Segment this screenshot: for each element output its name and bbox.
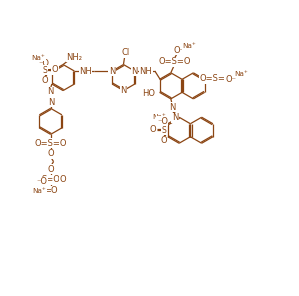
Text: Na⁺: Na⁺ <box>152 114 166 120</box>
Text: ⁻O: ⁻O <box>157 117 168 126</box>
Text: ⁻O: ⁻O <box>39 59 50 68</box>
Text: N: N <box>48 98 54 107</box>
Text: S: S <box>43 66 48 75</box>
Text: S: S <box>161 126 166 135</box>
Text: O: O <box>59 176 66 184</box>
Text: O: O <box>51 65 58 74</box>
Text: O=S=O: O=S=O <box>34 139 67 148</box>
Text: HO: HO <box>142 89 155 98</box>
Text: Na⁺: Na⁺ <box>234 71 248 77</box>
Text: Cl: Cl <box>121 48 129 57</box>
Text: Na⁺: Na⁺ <box>33 188 46 194</box>
Text: Na⁺: Na⁺ <box>32 55 45 61</box>
Text: O⁻: O⁻ <box>226 75 237 84</box>
Text: N: N <box>132 67 138 75</box>
Text: O=S=O: O=S=O <box>200 74 232 83</box>
Text: S=O: S=O <box>41 176 60 184</box>
Text: O⁻: O⁻ <box>174 46 184 55</box>
Text: N: N <box>47 87 54 96</box>
Text: NH: NH <box>140 67 152 75</box>
Text: =O: =O <box>44 186 58 195</box>
Text: N: N <box>172 113 178 122</box>
Text: N: N <box>169 103 176 112</box>
Text: NH: NH <box>79 67 92 75</box>
Text: ⁻O: ⁻O <box>37 177 48 186</box>
Text: O=S=O: O=S=O <box>159 57 191 66</box>
Text: O: O <box>47 149 54 158</box>
Text: O: O <box>47 165 54 174</box>
Text: N: N <box>120 86 127 95</box>
Text: O: O <box>42 76 49 85</box>
Text: Na⁺: Na⁺ <box>182 43 196 49</box>
Text: NH₂: NH₂ <box>66 53 82 62</box>
Text: O: O <box>150 125 156 134</box>
Text: N: N <box>109 67 115 75</box>
Text: O: O <box>160 136 167 145</box>
